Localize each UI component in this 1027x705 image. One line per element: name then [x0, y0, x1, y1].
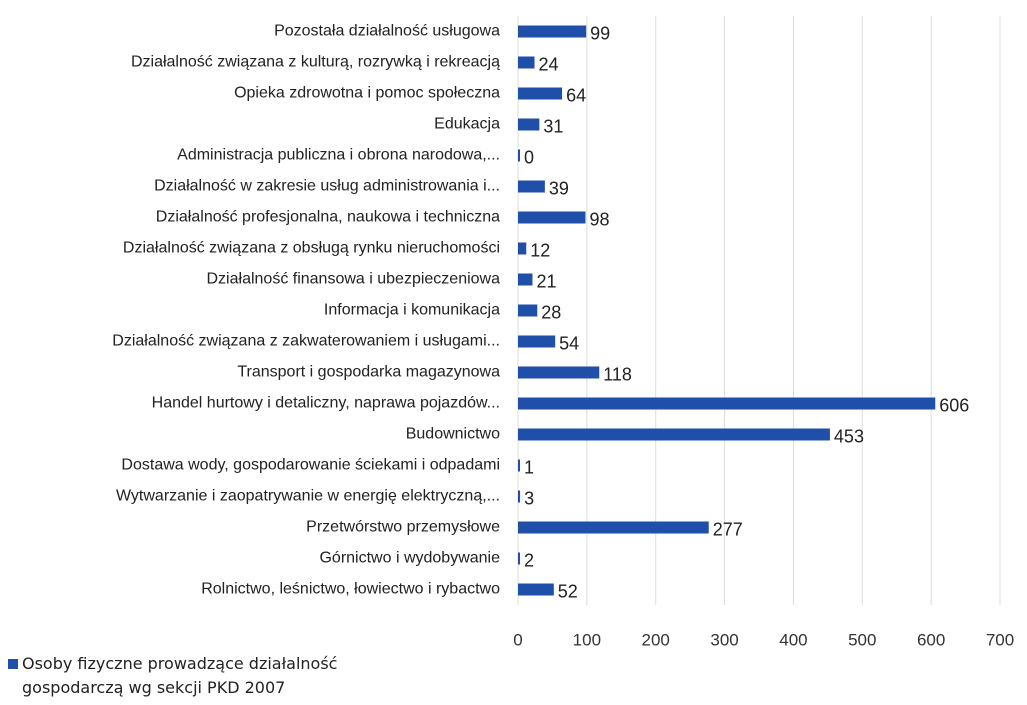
bar	[518, 149, 520, 162]
bar	[518, 273, 533, 286]
y-tick-label: Pozostała działalność usługowa	[274, 23, 500, 40]
y-tick-label: Edukacja	[434, 116, 500, 133]
data-label: 99	[590, 23, 610, 43]
data-label: 3	[524, 488, 534, 508]
y-tick-label: Działalność związana z kulturą, rozrywką…	[131, 54, 500, 71]
y-tick-label: Wytwarzanie i zaopatrywanie w energię el…	[116, 488, 500, 505]
data-label: 64	[566, 85, 586, 105]
bar	[518, 335, 556, 348]
x-tick-label: 400	[779, 630, 807, 649]
bar	[518, 304, 538, 317]
data-label: 24	[539, 54, 559, 74]
bar	[518, 87, 563, 100]
x-tick-label: 0	[513, 630, 522, 649]
bar	[518, 428, 830, 441]
data-label: 31	[543, 116, 563, 136]
data-label: 12	[530, 240, 550, 260]
y-tick-label: Przetwórstwo przemysłowe	[306, 519, 500, 536]
y-tick-label: Opieka zdrowotna i pomoc społeczna	[234, 85, 500, 102]
y-tick-label: Budownictwo	[406, 426, 500, 443]
chart: 0 100 200 300 400 500 600 700 Pozostała działaln…	[112, 16, 1014, 649]
data-label: 0	[524, 147, 534, 167]
y-tick-label: Dostawa wody, gospodarowanie ściekami i …	[121, 457, 500, 474]
data-label: 2	[524, 550, 534, 570]
y-tick-label: Administracja publiczna i obrona narodow…	[177, 147, 500, 164]
bar	[518, 397, 936, 410]
data-label: 1	[524, 457, 534, 477]
x-tick-label: 500	[848, 630, 876, 649]
data-label: 52	[558, 581, 578, 601]
data-label: 39	[549, 178, 569, 198]
bar	[518, 118, 540, 131]
y-tick-label: Górnictwo i wydobywanie	[319, 550, 500, 567]
data-label: 21	[536, 271, 556, 291]
y-tick-label: Działalność związana z zakwaterowaniem i…	[112, 333, 500, 350]
bar	[518, 459, 520, 472]
bar	[518, 366, 600, 379]
bar	[518, 552, 520, 565]
legend-swatch	[8, 659, 18, 669]
data-label: 98	[589, 209, 609, 229]
y-tick-label: Działalność finansowa i ubezpieczeniowa	[207, 271, 501, 288]
bar	[518, 25, 587, 38]
bar	[518, 211, 586, 224]
data-label: 54	[559, 333, 579, 353]
x-tick-label: 100	[573, 630, 601, 649]
y-tick-label: Działalność profesjonalna, naukowa i tec…	[156, 209, 500, 226]
bar	[518, 490, 521, 503]
y-tick-label: Transport i gospodarka magazynowa	[237, 364, 500, 381]
y-tick-label: Handel hurtowy i detaliczny, naprawa poj…	[152, 395, 500, 412]
bar	[518, 521, 709, 534]
x-tick-label: 600	[917, 630, 945, 649]
x-tick-label: 700	[986, 630, 1014, 649]
y-tick-label: Działalność związana z obsługą rynku nie…	[123, 240, 500, 257]
bar	[518, 583, 554, 596]
bar	[518, 242, 527, 255]
x-tick-label: 300	[710, 630, 738, 649]
data-label: 28	[541, 302, 561, 322]
x-tick-label: 200	[642, 630, 670, 649]
y-tick-label: Rolnictwo, leśnictwo, łowiectwo i rybact…	[201, 581, 500, 598]
bar	[518, 180, 545, 193]
bar	[518, 56, 535, 69]
legend-label: Osoby fizyczne prowadzące działalność go…	[22, 654, 338, 697]
y-tick-label: Działalność w zakresie usług administrow…	[154, 178, 500, 195]
data-label: 606	[939, 395, 969, 415]
data-label: 277	[713, 519, 743, 539]
y-tick-label: Informacja i komunikacja	[324, 302, 500, 319]
data-label: 118	[603, 364, 632, 384]
legend: Osoby fizyczne prowadzące działalność go…	[8, 652, 388, 700]
data-label: 453	[834, 426, 864, 446]
